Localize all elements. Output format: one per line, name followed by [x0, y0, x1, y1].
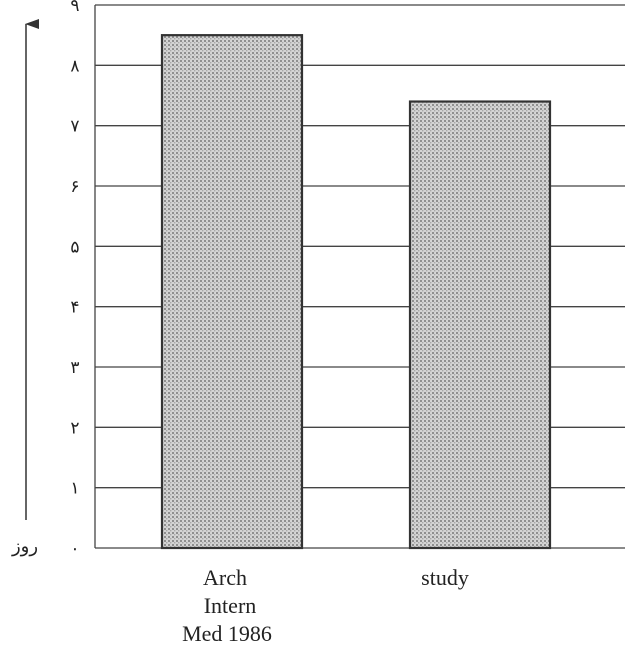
- y-tick-label: ۹: [70, 0, 79, 16]
- y-tick-label: ۷: [70, 117, 79, 137]
- y-tick-label: ۸: [70, 56, 79, 76]
- y-tick-label: ۱: [70, 479, 79, 499]
- category-label: Intern: [204, 593, 257, 618]
- category-labels: Arch Intern Med 1986 study: [182, 565, 469, 646]
- bars: [160, 34, 552, 550]
- y-tick-label: ۰: [70, 539, 79, 559]
- y-tick-label: ۶: [70, 177, 79, 197]
- category-label: Arch: [203, 565, 247, 590]
- category-label: study: [421, 565, 469, 590]
- category-label: Med 1986: [182, 621, 272, 646]
- y-tick-label: ۴: [70, 298, 79, 318]
- y-tick-label: ۳: [70, 358, 79, 378]
- y-tick-labels: ۰ ۱ ۲ ۳ ۴ ۵ ۶ ۷ ۸ ۹: [70, 0, 79, 559]
- y-tick-label: ۲: [70, 418, 79, 438]
- y-tick-label: ۵: [70, 237, 79, 257]
- bar: [160, 34, 304, 550]
- y-axis-label: روز: [11, 536, 38, 557]
- bar: [408, 100, 552, 550]
